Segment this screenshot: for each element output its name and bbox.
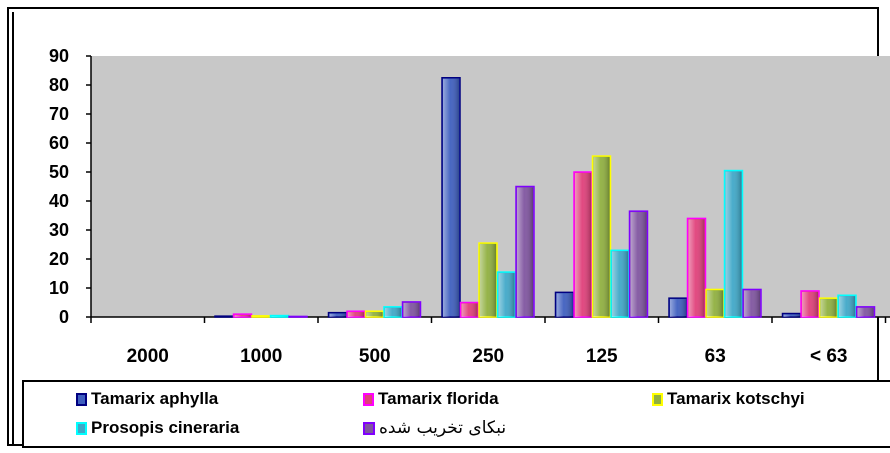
bar	[515, 185, 535, 318]
bar-shade	[593, 157, 610, 317]
bar	[401, 301, 422, 318]
bar-shade	[461, 303, 478, 317]
legend-item-prosopis-cineraria: Prosopis cineraria	[76, 418, 239, 438]
bar	[723, 169, 744, 318]
bar	[781, 312, 802, 318]
y-tick-label: 80	[49, 75, 69, 95]
bar	[346, 310, 366, 318]
bar-shade	[403, 302, 420, 317]
legend-swatch-degraded-nebkha	[363, 421, 375, 435]
bar	[214, 315, 234, 318]
legend-swatch-tamarix-florida	[363, 392, 374, 406]
bar	[628, 210, 649, 318]
bar	[288, 315, 308, 318]
bar-shade	[630, 212, 647, 317]
frame-inner-line	[12, 12, 14, 445]
bar	[441, 77, 461, 318]
bar	[855, 306, 876, 318]
bar-shade	[329, 313, 346, 317]
x-tick-label: 63	[705, 346, 726, 367]
bar-shade	[517, 187, 533, 317]
y-tick-label: 60	[49, 133, 69, 153]
bar	[232, 313, 253, 318]
legend-item-tamarix-kotschyi: Tamarix kotschyi	[652, 389, 805, 409]
bar	[478, 242, 498, 318]
bar-shade	[707, 290, 723, 317]
x-tick-label: 2000	[127, 346, 169, 367]
legend-label-prosopis-cineraria: Prosopis cineraria	[91, 418, 240, 437]
bar	[364, 310, 385, 318]
bar	[610, 249, 630, 318]
y-tick-label: 70	[49, 104, 69, 124]
x-tick-label: 1000	[240, 346, 282, 367]
x-tick-label: 250	[472, 346, 504, 367]
y-tick-label: 10	[49, 278, 69, 298]
bar	[668, 297, 688, 318]
bar-shade	[443, 78, 459, 317]
legend-item-tamarix-aphylla: Tamarix aphylla	[76, 389, 218, 409]
y-tick-label: 30	[49, 220, 69, 240]
bar	[573, 171, 593, 318]
x-tick-label: < 63	[810, 346, 848, 367]
bar-shade	[556, 293, 573, 317]
bar-body	[214, 315, 234, 318]
legend-item-tamarix-florida: Tamarix florida	[363, 389, 499, 409]
y-tick-label: 50	[49, 162, 69, 182]
bar-shade	[612, 251, 628, 317]
x-tick-label: 125	[586, 346, 618, 367]
bar-shade	[744, 290, 760, 317]
bar-body	[288, 315, 308, 318]
bar	[742, 288, 762, 318]
bar-shade	[725, 171, 742, 317]
bar	[686, 217, 707, 318]
bar-shade	[783, 314, 800, 317]
y-tick-label: 90	[49, 46, 69, 66]
legend-swatch-tamarix-aphylla	[76, 392, 87, 406]
legend-label-degraded-nebkha: نبکای تخریب شده	[379, 418, 507, 438]
y-tick-label: 40	[49, 191, 69, 211]
x-tick-label: 500	[359, 346, 391, 367]
bar	[327, 311, 348, 318]
bar	[383, 306, 403, 318]
legend-swatch-tamarix-kotschyi	[652, 392, 663, 406]
legend-swatch-prosopis-cineraria	[76, 421, 87, 435]
legend-label-tamarix-florida: Tamarix florida	[378, 389, 499, 408]
bar	[459, 301, 480, 318]
legend-label-tamarix-aphylla: Tamarix aphylla	[91, 389, 219, 408]
bar-shade	[385, 307, 401, 317]
bar	[554, 291, 575, 318]
y-tick-label: 20	[49, 249, 69, 269]
bar	[591, 155, 612, 318]
bar	[818, 297, 839, 318]
y-tick-label: 0	[59, 307, 69, 327]
bar	[837, 294, 857, 318]
legend: Tamarix aphylla Tamarix florida Tamarix …	[22, 380, 890, 448]
bar	[251, 315, 271, 318]
bar	[269, 314, 290, 318]
bar-shade	[802, 291, 818, 317]
bar-shade	[857, 307, 874, 317]
bar	[496, 271, 517, 318]
bar-shade	[839, 296, 855, 317]
bar-shade	[498, 273, 515, 317]
bar-shade	[366, 312, 383, 317]
bar-body	[251, 315, 271, 318]
bar-chart: 0 10 20 30 40 50 60 70 80 90 2000 1000 500 250 125 63 < …	[49, 46, 890, 367]
legend-label-tamarix-kotschyi: Tamarix kotschyi	[667, 389, 805, 408]
bar-shade	[688, 219, 705, 317]
bar-shade	[820, 299, 837, 317]
bar-shade	[575, 173, 591, 317]
legend-item-degraded-nebkha: نبکای تخریب شده	[363, 418, 506, 438]
bar	[800, 290, 820, 318]
bar-shade	[348, 312, 364, 317]
bar	[705, 288, 725, 318]
bar-shade	[234, 315, 251, 317]
bar-shade	[480, 244, 496, 317]
bar-shade	[670, 299, 686, 317]
